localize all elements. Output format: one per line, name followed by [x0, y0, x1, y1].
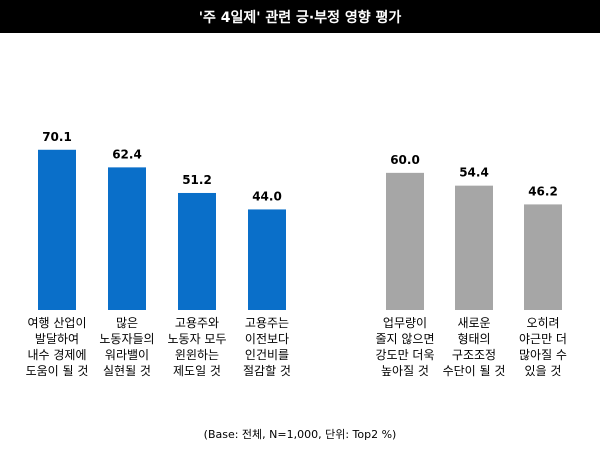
bar-value-label: 46.2 — [528, 184, 558, 198]
bar-5 — [386, 172, 424, 310]
bar-2 — [108, 167, 146, 310]
bar-3 — [178, 192, 216, 310]
category-label: 새로운 형태의 구조조정 수단이 될 것 — [443, 316, 506, 378]
category-label: 업무량이 줄지 않으면 강도만 더욱 높아질 것 — [375, 316, 434, 378]
bar-value-label: 60.0 — [390, 153, 420, 167]
bar-value-label: 44.0 — [252, 189, 282, 203]
category-label: 여행 산업이 발달하여 내수 경제에 도움이 될 것 — [26, 315, 89, 378]
category-label: 고용주는 이전보다 인건비를 절감할 것 — [243, 316, 291, 378]
category-label: 고용주와 노동자 모두 윈윈하는 제도일 것 — [167, 316, 226, 378]
chart-footnote: (Base: 전체, N=1,000, 단위: Top2 %) — [203, 428, 397, 441]
bar-value-label: 70.1 — [42, 130, 72, 144]
bar-7 — [524, 204, 562, 310]
bar-1 — [38, 149, 76, 310]
chart-title: '주 4일제' 관련 긍·부정 영향 평가 — [0, 0, 600, 33]
bar-value-label: 54.4 — [459, 166, 489, 180]
category-label: 오히려 야근만 더 많아질 수 있을 것 — [519, 316, 567, 378]
category-label: 많은 노동자들의 워라밸이 실현될 것 — [99, 316, 154, 378]
bar-6 — [455, 185, 493, 310]
bar-chart: 70.1 여행 산업이 발달하여 내수 경제에 도움이 될 것 62.4 많은 노동자들의 워라… — [26, 130, 567, 378]
bar-value-label: 51.2 — [182, 173, 212, 187]
bar-value-label: 62.4 — [112, 147, 142, 161]
bar-4 — [248, 209, 286, 310]
